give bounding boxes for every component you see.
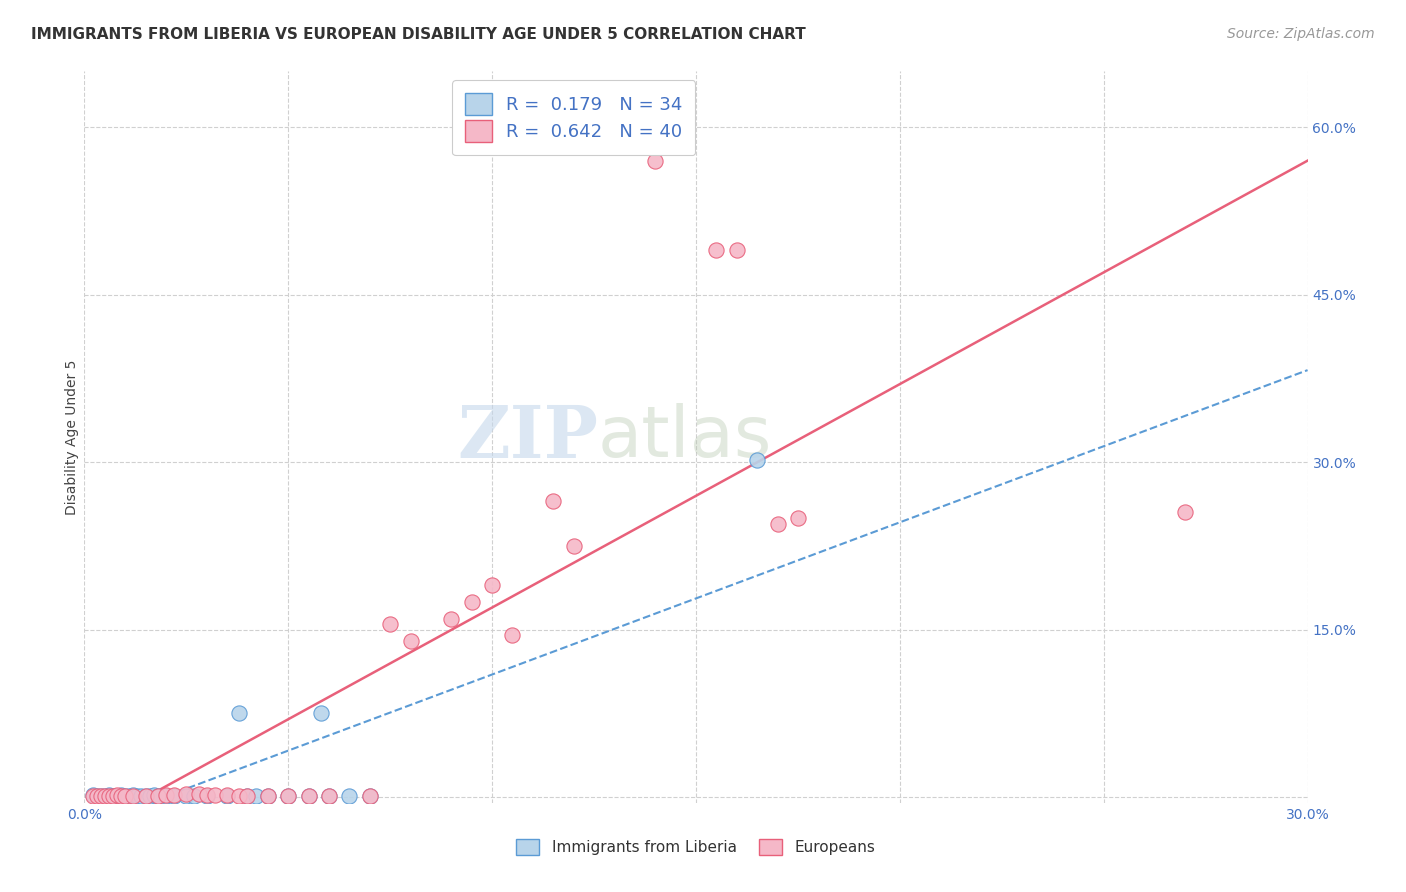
Point (359, 789, 381, 803)
Point (217, 788, 239, 802)
Point (204, 788, 226, 802)
Point (309, 706, 332, 721)
Point (318, 789, 340, 803)
Point (1174, 506, 1197, 520)
Point (138, 789, 160, 803)
Point (105, 789, 128, 803)
Point (236, 789, 259, 803)
Point (135, 789, 157, 803)
Point (90, 789, 112, 803)
Point (131, 789, 153, 803)
Point (298, 789, 321, 803)
Point (644, 153, 666, 168)
Point (359, 789, 381, 803)
Point (105, 788, 128, 802)
Point (440, 611, 463, 625)
Point (277, 789, 299, 803)
Point (163, 789, 186, 803)
Point (127, 789, 149, 803)
Point (93, 789, 115, 803)
Point (257, 789, 280, 803)
Point (257, 789, 280, 803)
Point (228, 789, 250, 803)
Point (318, 789, 340, 803)
Point (195, 788, 218, 802)
Y-axis label: Disability Age Under 5: Disability Age Under 5 (65, 359, 79, 515)
Point (142, 788, 165, 802)
Point (298, 789, 321, 803)
Point (380, 617, 402, 632)
Point (97, 788, 120, 802)
Point (502, 628, 524, 642)
Point (155, 789, 177, 803)
Point (122, 789, 145, 803)
Point (725, 243, 748, 257)
Point (82, 789, 104, 803)
Point (399, 633, 422, 648)
Point (90, 789, 112, 803)
Point (97, 789, 120, 803)
Point (155, 788, 177, 802)
Legend: Immigrants from Liberia, Europeans: Immigrants from Liberia, Europeans (510, 833, 882, 861)
Point (183, 789, 205, 803)
Point (787, 511, 810, 525)
Point (187, 787, 209, 801)
Point (174, 789, 197, 803)
Point (481, 578, 503, 592)
Point (146, 789, 169, 803)
Point (236, 789, 259, 803)
Point (114, 789, 136, 803)
Point (101, 789, 124, 803)
Point (339, 789, 361, 803)
Point (135, 789, 157, 803)
Point (122, 788, 145, 802)
Point (174, 787, 197, 801)
Point (110, 789, 132, 803)
Point (86, 789, 108, 803)
Point (706, 243, 728, 257)
Point (747, 453, 769, 467)
Point (86, 789, 108, 803)
Point (146, 789, 169, 803)
Text: IMMIGRANTS FROM LIBERIA VS EUROPEAN DISABILITY AGE UNDER 5 CORRELATION CHART: IMMIGRANTS FROM LIBERIA VS EUROPEAN DISA… (31, 27, 806, 42)
Text: ZIP: ZIP (457, 401, 598, 473)
Point (217, 789, 239, 803)
Point (195, 789, 218, 803)
Point (114, 789, 136, 803)
Point (93, 789, 115, 803)
Point (245, 789, 267, 803)
Point (766, 516, 789, 531)
Point (461, 595, 484, 609)
Point (82, 788, 104, 802)
Text: Source: ZipAtlas.com: Source: ZipAtlas.com (1227, 27, 1375, 41)
Point (562, 539, 585, 553)
Text: atlas: atlas (598, 402, 772, 472)
Point (163, 788, 186, 802)
Point (118, 789, 141, 803)
Point (101, 789, 124, 803)
Point (277, 789, 299, 803)
Point (543, 494, 565, 508)
Point (228, 706, 250, 721)
Point (110, 788, 132, 802)
